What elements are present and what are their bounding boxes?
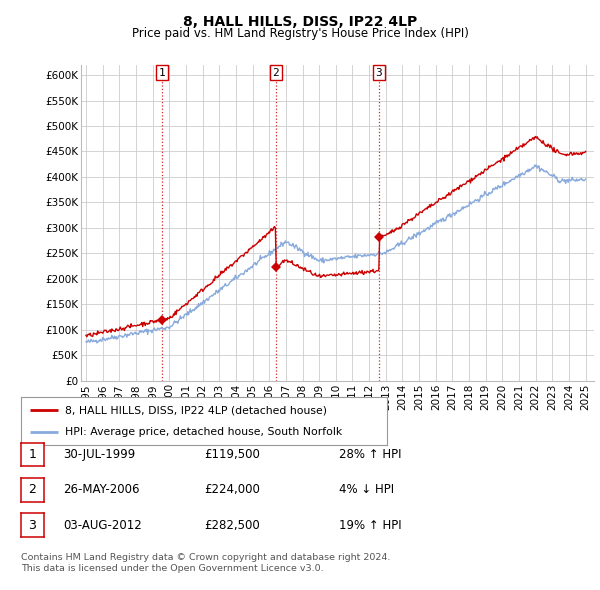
Text: 1: 1 — [159, 67, 166, 77]
Text: 3: 3 — [28, 519, 37, 532]
Text: 8, HALL HILLS, DISS, IP22 4LP: 8, HALL HILLS, DISS, IP22 4LP — [183, 15, 417, 29]
Text: 8, HALL HILLS, DISS, IP22 4LP (detached house): 8, HALL HILLS, DISS, IP22 4LP (detached … — [65, 405, 327, 415]
Text: 26-MAY-2006: 26-MAY-2006 — [63, 483, 139, 496]
Text: £224,000: £224,000 — [204, 483, 260, 496]
Text: 1: 1 — [28, 448, 37, 461]
Text: Price paid vs. HM Land Registry's House Price Index (HPI): Price paid vs. HM Land Registry's House … — [131, 27, 469, 40]
Text: 2: 2 — [28, 483, 37, 496]
Text: Contains HM Land Registry data © Crown copyright and database right 2024.: Contains HM Land Registry data © Crown c… — [21, 553, 391, 562]
Text: £282,500: £282,500 — [204, 519, 260, 532]
Text: This data is licensed under the Open Government Licence v3.0.: This data is licensed under the Open Gov… — [21, 565, 323, 573]
Text: 03-AUG-2012: 03-AUG-2012 — [63, 519, 142, 532]
Text: £119,500: £119,500 — [204, 448, 260, 461]
Text: 28% ↑ HPI: 28% ↑ HPI — [339, 448, 401, 461]
Text: 2: 2 — [272, 67, 279, 77]
Text: 3: 3 — [376, 67, 382, 77]
Text: 30-JUL-1999: 30-JUL-1999 — [63, 448, 135, 461]
Text: 19% ↑ HPI: 19% ↑ HPI — [339, 519, 401, 532]
Text: HPI: Average price, detached house, South Norfolk: HPI: Average price, detached house, Sout… — [65, 427, 342, 437]
Text: 4% ↓ HPI: 4% ↓ HPI — [339, 483, 394, 496]
